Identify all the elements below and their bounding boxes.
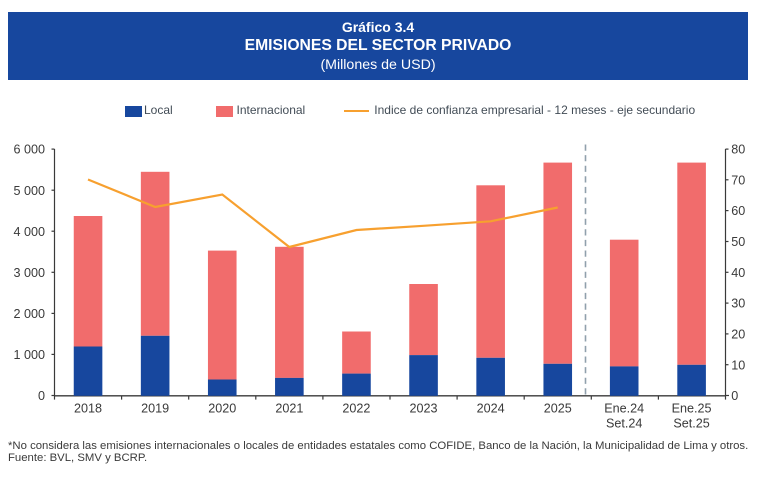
svg-text:5 000: 5 000	[13, 184, 45, 198]
svg-text:3 000: 3 000	[13, 266, 45, 280]
svg-text:2020: 2020	[208, 402, 236, 416]
svg-text:4 000: 4 000	[13, 225, 45, 239]
svg-text:2019: 2019	[141, 402, 169, 416]
svg-text:10: 10	[731, 358, 745, 372]
svg-text:2018: 2018	[74, 402, 102, 416]
svg-text:30: 30	[731, 297, 745, 311]
svg-text:70: 70	[731, 173, 745, 187]
svg-text:2 000: 2 000	[13, 307, 45, 321]
svg-text:1 000: 1 000	[13, 348, 45, 362]
svg-text:Ene.25: Ene.25	[672, 402, 712, 416]
svg-text:80: 80	[731, 143, 745, 157]
svg-text:2024: 2024	[477, 402, 505, 416]
svg-text:20: 20	[731, 328, 745, 342]
svg-text:Set.25: Set.25	[673, 417, 709, 431]
svg-text:2021: 2021	[275, 402, 303, 416]
svg-text:0: 0	[38, 389, 45, 403]
svg-text:0: 0	[731, 389, 738, 403]
svg-text:2023: 2023	[410, 402, 438, 416]
svg-text:60: 60	[731, 204, 745, 218]
svg-text:Ene.24: Ene.24	[604, 402, 644, 416]
svg-text:2025: 2025	[544, 402, 572, 416]
svg-text:2022: 2022	[342, 402, 370, 416]
svg-text:6 000: 6 000	[13, 143, 45, 157]
svg-text:Set.24: Set.24	[606, 417, 642, 431]
svg-text:50: 50	[731, 235, 745, 249]
svg-text:40: 40	[731, 266, 745, 280]
